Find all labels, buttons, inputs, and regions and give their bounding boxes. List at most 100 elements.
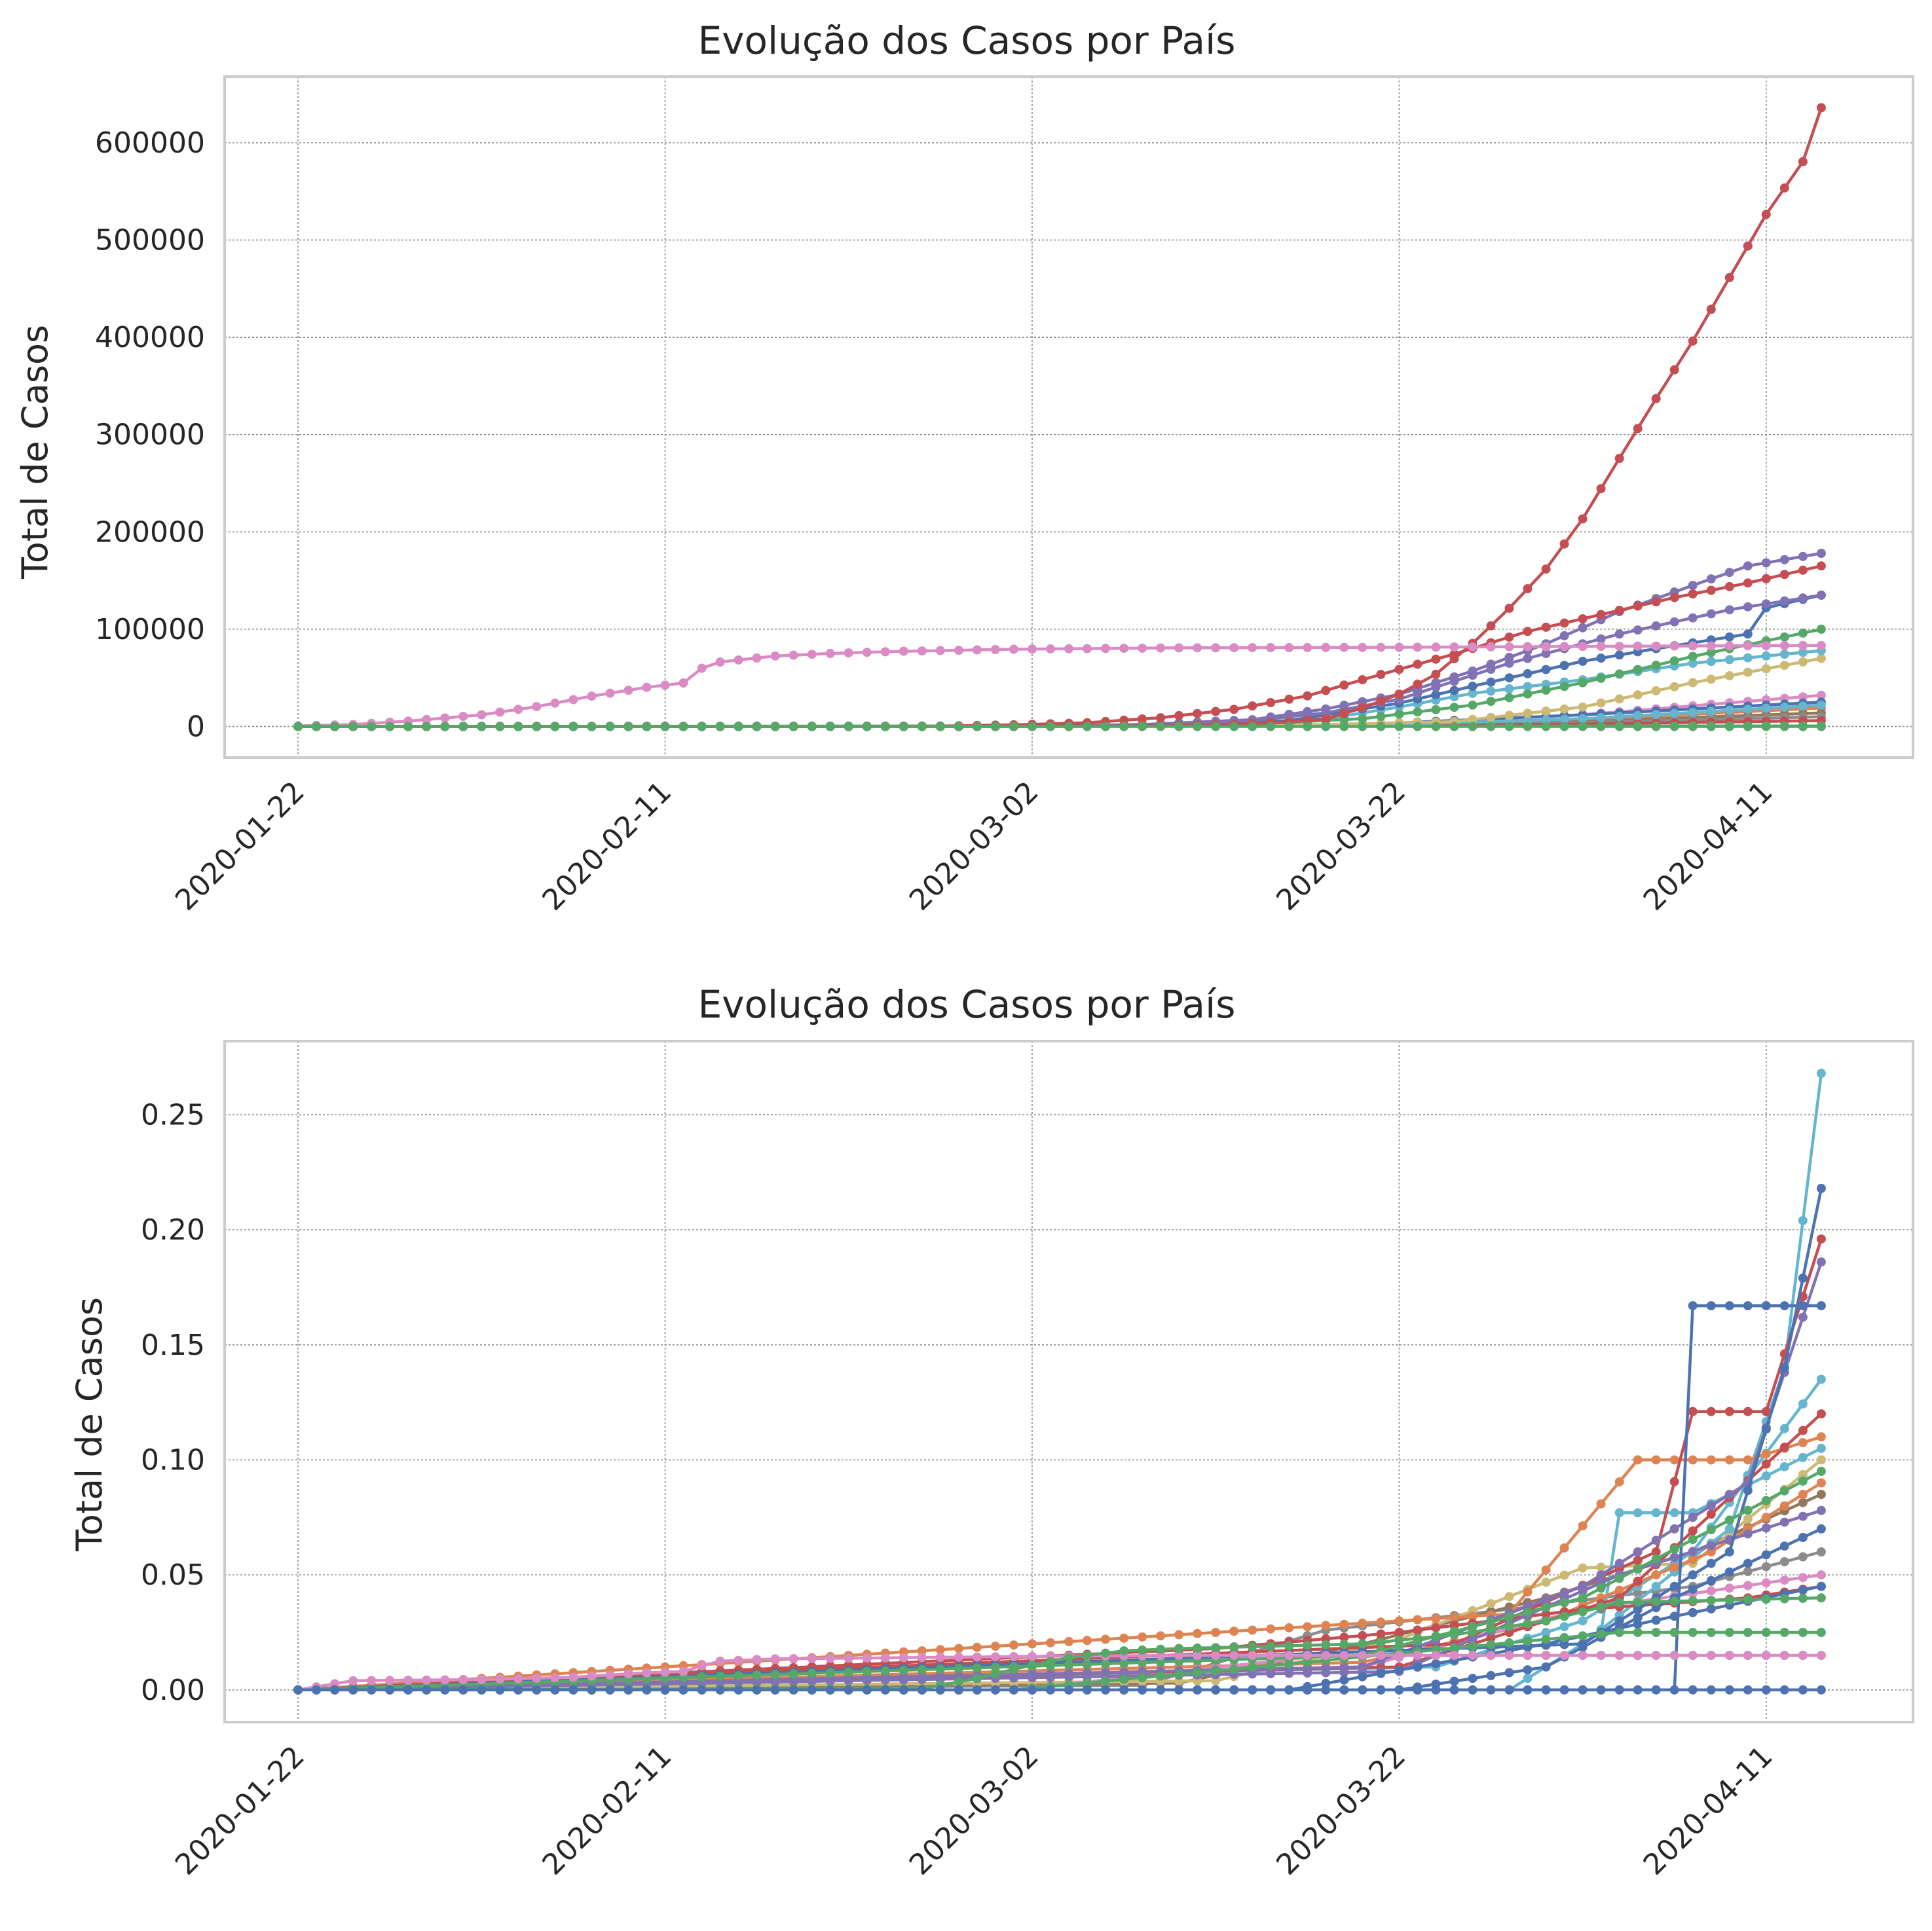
data-point (990, 1663, 1000, 1672)
data-point (1358, 1651, 1367, 1661)
data-point (1798, 1498, 1808, 1507)
data-point (1266, 698, 1276, 707)
data-point (1028, 1639, 1037, 1649)
data-point (1706, 1558, 1716, 1568)
data-point (1229, 643, 1239, 653)
data-point (1174, 1651, 1184, 1661)
data-point (1193, 1685, 1202, 1695)
data-point (1596, 1583, 1606, 1593)
data-point (1688, 1526, 1698, 1536)
data-point (1284, 694, 1294, 704)
data-point (1669, 1581, 1679, 1591)
data-point (1798, 1585, 1808, 1595)
chart-title: Evolução dos Casos por País (698, 982, 1236, 1027)
data-point (348, 1685, 358, 1695)
data-point (1816, 1257, 1826, 1267)
data-point (1468, 1674, 1477, 1683)
data-point (1449, 1613, 1459, 1623)
data-point (1101, 1685, 1110, 1695)
data-point (1706, 1651, 1716, 1661)
data-point (1633, 1589, 1643, 1598)
data-point (1559, 1685, 1569, 1695)
data-point (1816, 1374, 1826, 1384)
data-point (1743, 1301, 1753, 1311)
data-point (1339, 642, 1349, 652)
data-point (1779, 632, 1789, 642)
data-point (1321, 1685, 1331, 1695)
data-point (972, 1652, 982, 1662)
data-point (1798, 1399, 1808, 1409)
data-point (807, 1676, 817, 1686)
data-point (1229, 1685, 1239, 1695)
data-point (1724, 1583, 1734, 1593)
data-point (1559, 1570, 1569, 1580)
data-point (697, 1685, 707, 1695)
data-point (1614, 629, 1624, 639)
data-point (1596, 698, 1606, 708)
data-point (1798, 1651, 1808, 1661)
data-point (1229, 705, 1239, 714)
data-point (1541, 665, 1551, 674)
data-point (1578, 702, 1588, 712)
data-point (1303, 1685, 1312, 1695)
data-point (1101, 1648, 1110, 1658)
data-point (1138, 1632, 1147, 1642)
data-point (1743, 1594, 1753, 1604)
data-point (1064, 1672, 1073, 1682)
data-point (954, 1677, 963, 1687)
data-point (1688, 1651, 1698, 1661)
data-point (1724, 1628, 1734, 1637)
data-point (990, 1652, 1000, 1662)
data-point (1523, 1651, 1533, 1661)
data-point (1523, 1636, 1533, 1646)
series (293, 1432, 1826, 1695)
data-point (1614, 1508, 1624, 1518)
data-point (1266, 643, 1276, 652)
series (293, 1234, 1826, 1695)
data-point (697, 1672, 707, 1682)
data-point (458, 722, 468, 731)
data-point (1651, 621, 1661, 631)
data-point (1633, 1604, 1643, 1614)
data-point (1596, 653, 1606, 663)
data-point (1523, 1685, 1533, 1695)
data-point (770, 1654, 780, 1664)
data-point (1248, 1625, 1257, 1635)
data-point (1669, 1628, 1679, 1637)
data-point (1541, 649, 1551, 658)
data-point (1541, 707, 1551, 716)
data-point (935, 1685, 945, 1695)
data-point (734, 1671, 743, 1680)
data-point (844, 1667, 853, 1677)
data-point (1688, 1407, 1698, 1416)
data-point (899, 1675, 908, 1685)
y-tick-label: 100000 (95, 613, 205, 646)
data-point (1816, 1409, 1826, 1419)
data-point (1688, 722, 1698, 731)
data-point (1798, 1438, 1808, 1448)
data-point (1541, 1609, 1551, 1619)
data-point (1688, 652, 1698, 661)
data-point (1724, 1407, 1734, 1416)
data-point (1688, 1570, 1698, 1580)
data-point (1743, 1514, 1753, 1524)
data-point (1431, 722, 1441, 731)
data-point (1669, 1553, 1679, 1562)
data-point (1798, 1511, 1808, 1521)
data-point (1064, 1685, 1073, 1695)
data-point (715, 722, 725, 731)
data-point (1413, 1615, 1422, 1625)
data-point (1724, 722, 1734, 731)
data-point (1779, 703, 1789, 712)
data-point (752, 722, 762, 731)
data-point (807, 1668, 817, 1678)
data-point (1779, 1462, 1789, 1471)
data-point (1468, 1642, 1477, 1651)
data-point (1156, 1657, 1166, 1667)
data-point (917, 1674, 927, 1684)
data-point (1156, 1671, 1166, 1681)
data-point (605, 722, 615, 731)
data-point (1303, 691, 1312, 701)
data-point (1633, 1555, 1643, 1565)
data-point (1394, 722, 1404, 731)
